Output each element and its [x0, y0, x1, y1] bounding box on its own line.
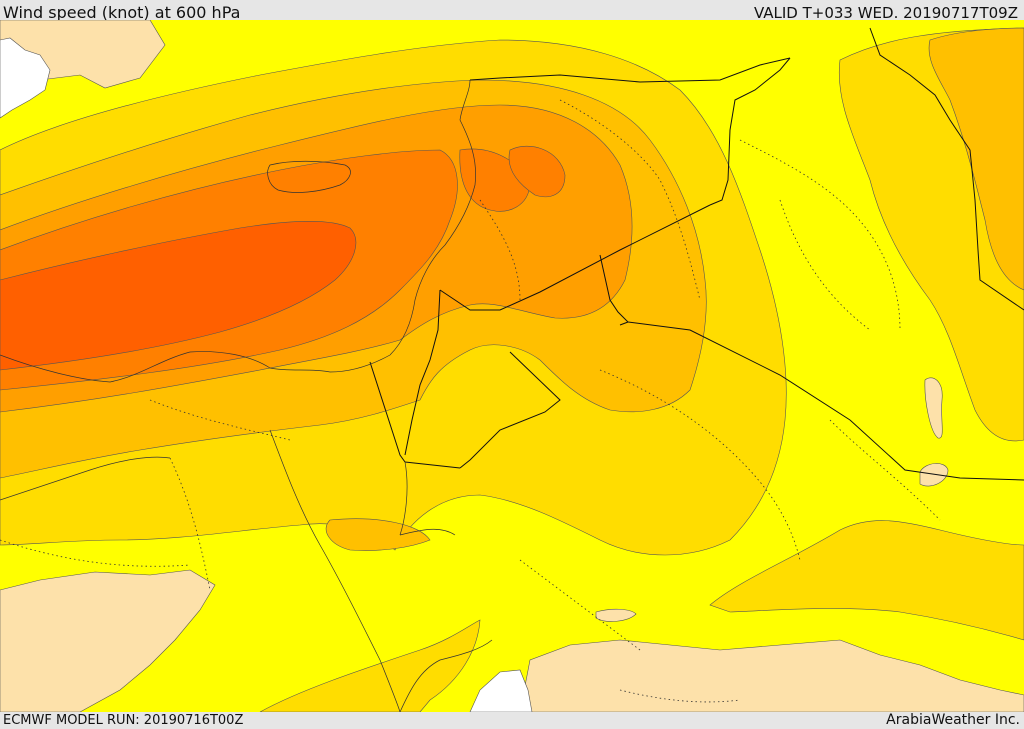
calm-area-mid [595, 608, 637, 622]
credit-label: ArabiaWeather Inc. [886, 712, 1020, 728]
very-high-wind-east [508, 145, 566, 198]
calm-area-iraq [919, 463, 949, 487]
calm-area-libya [0, 569, 216, 712]
footer-bar [0, 712, 1024, 729]
elevated-wind-northeast [928, 27, 1024, 291]
moderate-wind-southeast [709, 520, 1024, 641]
white-area-red-sea [469, 669, 533, 712]
calm-area-sudan [519, 639, 1024, 712]
model-run-label: ECMWF MODEL RUN: 20190716T00Z [3, 713, 244, 728]
provincial-borders [0, 99, 941, 703]
coastlines [0, 79, 493, 712]
extreme-wind-core [0, 220, 357, 371]
country-borders [369, 27, 1024, 481]
white-area-greece [0, 37, 51, 119]
moderate-wind-south [259, 619, 481, 712]
header-bar [0, 0, 1024, 20]
wind-speed-map [0, 20, 1024, 712]
elevated-wind-south [325, 518, 431, 551]
map-title: Wind speed (knot) at 600 hPa [3, 3, 241, 22]
valid-time-label: VALID T+033 WED. 20190717T09Z [753, 4, 1018, 22]
calm-area-small [924, 377, 943, 439]
